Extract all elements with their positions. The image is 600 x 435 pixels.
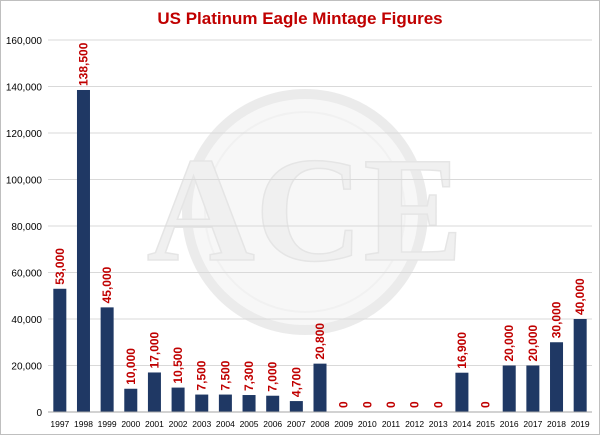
gridlines xyxy=(48,39,592,366)
bar xyxy=(455,372,469,412)
data-label: 16,900 xyxy=(455,332,469,369)
bar xyxy=(266,395,280,412)
y-tick-label: 60,000 xyxy=(11,269,42,280)
bar xyxy=(573,319,587,412)
y-axis-ticks: 0 20,000 40,000 60,000 80,000 100,000 120,000 1… xyxy=(6,36,43,419)
data-label: 138,500 xyxy=(76,42,90,86)
y-tick-label: 40,000 xyxy=(11,315,42,326)
x-tick-label: 2015 xyxy=(476,419,495,429)
bar xyxy=(313,363,327,412)
data-label: 4,700 xyxy=(289,367,303,397)
data-label: 20,800 xyxy=(313,323,327,360)
data-label: 17,000 xyxy=(147,331,161,368)
chart-title: US Platinum Eagle Mintage Figures xyxy=(157,9,442,28)
bar xyxy=(100,307,114,412)
watermark-monogram: ACE xyxy=(147,127,464,293)
data-label: 10,000 xyxy=(124,348,138,385)
bar xyxy=(76,89,90,413)
data-label: 0 xyxy=(479,401,493,408)
x-tick-label: 1998 xyxy=(74,419,93,429)
data-labels: 53,000 138,500 45,000 10,000 17,000 10,500 7,5… xyxy=(53,42,587,408)
x-tick-label: 2007 xyxy=(287,419,306,429)
y-tick-label: 160,000 xyxy=(6,36,43,47)
bars xyxy=(53,89,587,413)
y-tick-label: 120,000 xyxy=(6,129,43,140)
data-label: 45,000 xyxy=(100,266,114,303)
data-label: 40,000 xyxy=(573,278,587,315)
bar xyxy=(526,365,540,412)
data-label: 53,000 xyxy=(53,248,67,285)
data-label: 0 xyxy=(384,401,398,408)
x-tick-label: 1999 xyxy=(98,419,117,429)
x-tick-label: 2006 xyxy=(263,419,282,429)
data-label: 20,000 xyxy=(526,324,540,361)
bar xyxy=(53,288,67,412)
y-tick-label: 80,000 xyxy=(11,222,42,233)
x-tick-label: 2011 xyxy=(382,419,401,429)
bar xyxy=(124,388,138,412)
x-tick-label: 2000 xyxy=(121,419,140,429)
watermark-coin: ACE xyxy=(146,89,464,335)
x-tick-label: 2004 xyxy=(216,419,235,429)
data-label: 20,000 xyxy=(502,324,516,361)
bar xyxy=(171,387,185,412)
y-tick-label: 140,000 xyxy=(6,83,43,94)
data-label: 30,000 xyxy=(550,301,564,338)
data-label: 0 xyxy=(337,401,351,408)
x-tick-label: 2013 xyxy=(429,419,448,429)
data-label: 7,500 xyxy=(195,360,209,390)
data-label: 0 xyxy=(431,401,445,408)
data-label: 10,500 xyxy=(171,347,185,384)
x-axis-ticks: 1997 1998 1999 2000 2001 2002 2003 2004 2005 2006… xyxy=(50,419,590,429)
x-tick-label: 1997 xyxy=(50,419,69,429)
x-tick-label: 2010 xyxy=(358,419,377,429)
x-tick-label: 2002 xyxy=(169,419,188,429)
bar xyxy=(289,401,303,412)
data-label: 7,500 xyxy=(218,360,232,390)
data-label: 7,000 xyxy=(266,361,280,391)
bar xyxy=(218,394,232,412)
bar xyxy=(550,342,564,412)
x-tick-label: 2017 xyxy=(523,419,542,429)
x-tick-label: 2016 xyxy=(500,419,519,429)
x-tick-label: 2001 xyxy=(145,419,164,429)
x-tick-label: 2014 xyxy=(452,419,471,429)
data-label: 0 xyxy=(408,401,422,408)
data-label: 7,300 xyxy=(242,361,256,391)
x-tick-label: 2008 xyxy=(311,419,330,429)
bar xyxy=(502,365,516,412)
x-tick-label: 2009 xyxy=(334,419,353,429)
bar xyxy=(242,395,256,412)
y-tick-label: 20,000 xyxy=(11,362,42,373)
y-tick-label: 100,000 xyxy=(6,176,43,187)
y-tick-label: 0 xyxy=(36,408,42,419)
bar xyxy=(147,372,161,412)
bar xyxy=(195,394,209,412)
data-label: 0 xyxy=(360,401,374,408)
x-tick-label: 2005 xyxy=(240,419,259,429)
x-tick-label: 2003 xyxy=(192,419,211,429)
x-tick-label: 2018 xyxy=(547,419,566,429)
x-tick-label: 2019 xyxy=(571,419,590,429)
x-tick-label: 2012 xyxy=(405,419,424,429)
